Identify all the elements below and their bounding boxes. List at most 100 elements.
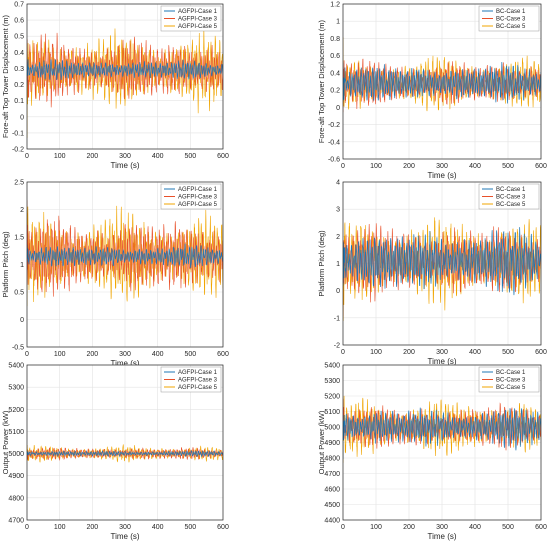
y-tick-label: 4700 (324, 471, 340, 478)
y-tick-label: 2 (336, 234, 340, 241)
x-tick-label: 600 (535, 524, 547, 531)
x-tick-label: 500 (502, 163, 514, 170)
y-axis-label: Output Power (kW) (317, 410, 326, 474)
series-line-agfpi-case-1 (27, 59, 223, 87)
x-tick-label: 300 (119, 153, 131, 160)
x-tick-label: 300 (436, 163, 448, 170)
series-line-bc-case-1 (343, 407, 541, 459)
y-tick-label: 0.4 (330, 70, 340, 77)
y-tick-label: 1.2 (330, 2, 340, 9)
x-tick-label: 400 (469, 349, 481, 356)
chart-panel-top-right: 0 100 200 300 400 500 600 -0.6 -0.4 -0.2 0 0.2 0.4 0.… (317, 2, 547, 181)
series-line-bc-case-3 (343, 223, 541, 317)
y-tick-label: 4500 (324, 502, 340, 509)
y-tick-label: 0.1 (14, 98, 24, 105)
axes-frame (342, 181, 542, 346)
legend-entry: AGFPI-Case 5 (178, 24, 218, 30)
x-axis-label: Time (s) (110, 161, 139, 170)
x-tick-label: 100 (54, 153, 66, 160)
chart-panel-top-left: 0 100 200 300 400 500 600 -0.2 -0.1 0 0.1 0.2 0.3 0.4… (1, 2, 229, 171)
legend-entry: AGFPI-Case 1 (178, 370, 218, 376)
legend-entry: BC-Case 3 (496, 17, 526, 23)
legend-entry: AGFPI-Case 5 (178, 202, 218, 208)
x-axis-label: Time (s) (427, 357, 456, 366)
y-tick-label: 4700 (8, 518, 24, 525)
x-tick-label: 400 (469, 163, 481, 170)
x-tick-label: 400 (469, 524, 481, 531)
y-tick-label: 0.8 (330, 36, 340, 43)
x-tick-label: 100 (370, 349, 382, 356)
x-tick-label: 400 (152, 524, 164, 531)
y-tick-label: 0 (20, 114, 24, 121)
y-tick-label: 1.5 (14, 235, 24, 242)
x-tick-label: 200 (86, 153, 98, 160)
y-tick-label: 5300 (8, 385, 24, 392)
y-tick-label: -0.6 (328, 157, 340, 164)
x-tick-label: 0 (341, 524, 345, 531)
chart-panel-middle-right: 0 100 200 300 400 500 600 -2 -1 0 1 2 3 4 Time (s) Plat… (317, 180, 547, 367)
y-tick-label: 0.7 (14, 2, 24, 9)
x-tick-label: 600 (535, 163, 547, 170)
y-tick-label: 0.2 (14, 82, 24, 89)
x-tick-label: 100 (370, 524, 382, 531)
legend-entry: AGFPI-Case 1 (178, 9, 218, 15)
y-tick-label: 5200 (324, 394, 340, 401)
axes-frame (26, 3, 224, 150)
x-tick-label: 200 (86, 351, 98, 358)
x-tick-label: 200 (403, 349, 415, 356)
y-tick-label: 4800 (324, 456, 340, 463)
series-line-bc-case-1 (343, 61, 541, 104)
series-line-bc-case-3 (343, 58, 541, 113)
x-tick-label: 500 (502, 349, 514, 356)
x-axis-label: Time (s) (427, 532, 456, 541)
y-tick-label: 5400 (324, 363, 340, 370)
y-axis-label: Fore-aft Top Tower Displacement (m) (1, 14, 10, 138)
series-line-bc-case-5 (343, 395, 541, 463)
x-tick-label: 500 (184, 524, 196, 531)
x-tick-label: 100 (54, 524, 66, 531)
legend-entry: BC-Case 1 (496, 9, 526, 15)
x-tick-label: 500 (184, 153, 196, 160)
y-tick-label: 0.4 (14, 50, 24, 57)
y-tick-label: 1 (336, 261, 340, 268)
y-tick-label: 4900 (324, 440, 340, 447)
y-axis-label: Platform Pitch (deg) (1, 231, 10, 298)
series-line-agfpi-case-1 (27, 449, 223, 458)
x-axis-label: Time (s) (110, 359, 139, 368)
y-tick-label: -0.2 (328, 122, 340, 129)
legend-entry: BC-Case 3 (496, 195, 526, 201)
legend: BC-Case 1 BC-Case 3BC-Case 5 (478, 5, 540, 32)
y-tick-label: 5000 (8, 451, 24, 458)
x-tick-label: 500 (184, 351, 196, 358)
y-tick-label: 4600 (324, 487, 340, 494)
x-tick-label: 300 (436, 524, 448, 531)
y-tick-label: 1 (336, 19, 340, 26)
legend-entry: AGFPI-Case 3 (178, 17, 218, 23)
axes-frame (342, 3, 542, 160)
y-tick-label: 0.5 (14, 290, 24, 297)
chart-panel-bottom-right: 0 100 200 300 400 500 600 4400 4500 4600 4700 4800 4… (317, 363, 547, 542)
series-line-agfpi-case-3 (27, 32, 223, 108)
chart-panel-bottom-left: 0 100 200 300 400 500 600 4700 4800 4900 5000 5100 5… (1, 363, 229, 542)
axes-frame (342, 364, 542, 521)
axes-frame (26, 364, 224, 521)
y-tick-label: 0 (336, 105, 340, 112)
x-axis-label: Time (s) (110, 532, 139, 541)
axes-frame (26, 181, 224, 348)
y-tick-label: -0.5 (12, 345, 24, 352)
legend-entry: AGFPI-Case 5 (178, 385, 218, 391)
x-tick-label: 600 (535, 349, 547, 356)
legend-entry: BC-Case 5 (496, 202, 526, 208)
x-tick-label: 300 (119, 351, 131, 358)
y-tick-label: 0.5 (14, 34, 24, 41)
y-tick-label: 4800 (8, 495, 24, 502)
y-tick-label: 5100 (8, 429, 24, 436)
x-tick-label: 300 (436, 349, 448, 356)
legend: BC-Case 1 BC-Case 3BC-Case 5 (478, 183, 540, 210)
x-tick-label: 0 (341, 163, 345, 170)
y-tick-label: 4 (336, 180, 340, 187)
y-axis-label: Platform Pitch (deg) (317, 230, 326, 297)
